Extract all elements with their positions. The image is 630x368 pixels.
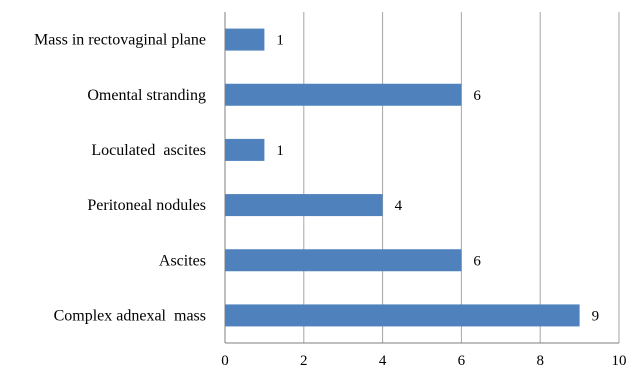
- data-label: 6: [473, 88, 481, 104]
- data-label: 9: [592, 308, 600, 324]
- data-label: 4: [395, 198, 403, 214]
- gridlines: [303, 12, 620, 343]
- category-label: Ascites: [159, 252, 206, 269]
- x-axis-ticks: 0 2 4 6 8 10: [221, 353, 626, 368]
- bar: [225, 304, 580, 327]
- data-label: 1: [276, 33, 284, 49]
- x-tick-label: 0: [221, 353, 229, 368]
- x-tick-label: 6: [458, 353, 466, 368]
- bar: [225, 194, 383, 217]
- category-label: Complex adnexal mass: [54, 307, 206, 324]
- bar: [225, 249, 462, 272]
- bar: [225, 28, 265, 51]
- x-tick-label: 8: [536, 353, 544, 368]
- category-label: Loculated ascites: [91, 142, 206, 159]
- category-label: Peritoneal nodules: [87, 197, 206, 214]
- bar: [225, 138, 265, 161]
- bar: [225, 83, 462, 106]
- x-tick-label: 10: [612, 353, 627, 368]
- data-label: 1: [276, 143, 284, 159]
- category-label: Omental stranding: [87, 87, 206, 104]
- category-labels: Mass in rectovaginal plane Omental strand…: [34, 32, 206, 325]
- x-tick-label: 4: [379, 353, 387, 368]
- data-label: 6: [473, 253, 481, 269]
- category-label: Mass in rectovaginal plane: [34, 32, 206, 49]
- data-labels: 1 6 1 4 6 9: [276, 33, 599, 325]
- x-tick-label: 2: [300, 353, 308, 368]
- bars: [225, 28, 580, 327]
